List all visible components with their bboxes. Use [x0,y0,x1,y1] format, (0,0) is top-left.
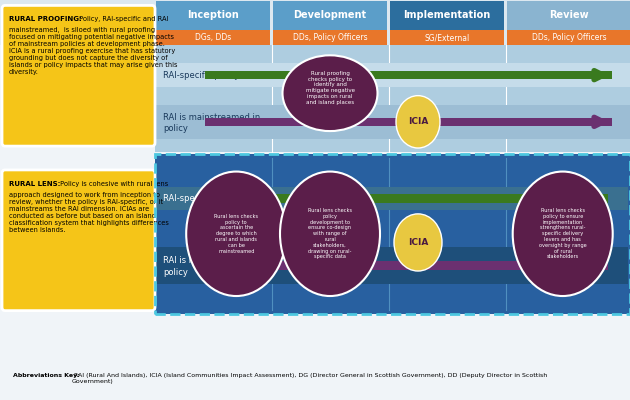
FancyBboxPatch shape [155,104,630,139]
FancyBboxPatch shape [205,71,612,80]
FancyBboxPatch shape [205,194,608,203]
FancyBboxPatch shape [507,1,630,30]
Text: Implementation: Implementation [403,10,491,20]
Text: mainstreamed,  is siloed with rural proofing
focused on mitigating potential neg: mainstreamed, is siloed with rural proof… [9,27,178,75]
FancyBboxPatch shape [205,118,612,126]
Text: Rural lens checks
policy to ensure
implementation
strengthens rural-
specific de: Rural lens checks policy to ensure imple… [539,208,587,260]
Text: Development: Development [294,10,367,20]
FancyBboxPatch shape [155,63,630,87]
FancyBboxPatch shape [0,0,630,46]
Ellipse shape [280,172,380,296]
FancyBboxPatch shape [155,154,630,314]
Ellipse shape [513,172,613,296]
Text: DDs, Policy Officers: DDs, Policy Officers [532,33,606,42]
Text: policy: policy [163,268,188,277]
FancyBboxPatch shape [155,187,628,210]
Text: Rural proofing
checks policy to
identify and
mitigate negative
impacts on rural
: Rural proofing checks policy to identify… [306,71,355,105]
FancyBboxPatch shape [205,262,608,270]
Text: approach designed to work from inception to
review, whether the policy is RAI-sp: approach designed to work from inception… [9,192,169,232]
FancyBboxPatch shape [507,30,630,46]
Text: ICIA: ICIA [408,238,428,247]
FancyBboxPatch shape [273,30,387,46]
FancyBboxPatch shape [273,1,387,30]
Text: Review: Review [549,10,589,20]
Text: DDs, Policy Officers: DDs, Policy Officers [293,33,367,42]
FancyBboxPatch shape [390,1,504,30]
Ellipse shape [396,96,440,148]
Text: Abbreviations Key:: Abbreviations Key: [13,373,79,378]
Text: Rural lens checks
policy
development to
ensure co-design
with range of
rural
sta: Rural lens checks policy development to … [308,208,352,260]
Ellipse shape [394,214,442,271]
Ellipse shape [282,55,377,131]
FancyBboxPatch shape [155,248,628,284]
Text: RURAL LENS:: RURAL LENS: [9,181,60,187]
Text: RURAL PROOFING:: RURAL PROOFING: [9,16,82,22]
Text: Policy, RAI-specific and RAI: Policy, RAI-specific and RAI [77,16,168,22]
FancyBboxPatch shape [156,1,270,30]
Text: policy: policy [163,124,188,133]
Text: RAI-specific policy: RAI-specific policy [163,71,239,80]
FancyBboxPatch shape [2,170,155,311]
Ellipse shape [186,172,286,296]
Text: RAI-specific policy: RAI-specific policy [163,194,239,203]
Text: RAI is mainstreamed in: RAI is mainstreamed in [163,113,260,122]
Text: DGs, DDs: DGs, DDs [195,33,231,42]
FancyBboxPatch shape [2,6,155,146]
Text: Policy is cohesive with rural lens: Policy is cohesive with rural lens [58,181,168,187]
FancyBboxPatch shape [155,46,630,152]
Text: RAI is mainstreamed in: RAI is mainstreamed in [163,256,260,265]
Text: RAI (Rural And Islands), ICIA (Island Communities Impact Assessment), DG (Direct: RAI (Rural And Islands), ICIA (Island Co… [72,373,547,384]
Text: Rural lens checks
policy to
ascertain the
degree to which
rural and islands
can : Rural lens checks policy to ascertain th… [214,214,258,254]
Text: Inception: Inception [187,10,239,20]
FancyBboxPatch shape [390,30,504,46]
Text: ICIA: ICIA [408,117,428,126]
FancyBboxPatch shape [156,30,270,46]
Text: SG/External: SG/External [425,33,469,42]
